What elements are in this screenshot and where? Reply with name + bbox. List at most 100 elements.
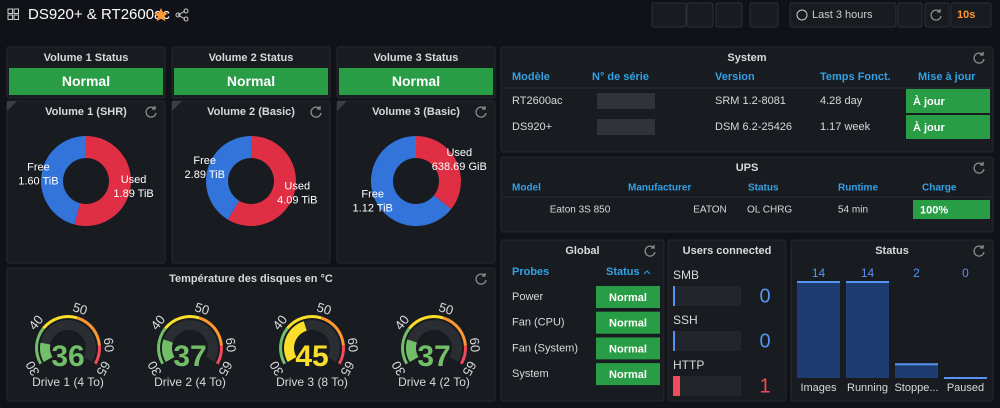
donut-slice [74,136,131,226]
dashboard-icon [13,14,19,20]
donut-slice [40,136,86,225]
user-type: SMB [673,268,699,282]
panel [790,239,994,402]
panel [500,239,665,402]
slice-name: Used [446,147,472,159]
refresh-icon[interactable] [475,106,487,118]
slice-label: 4.09 TiB [277,195,317,207]
slice-label: 638.69 GiB [432,161,487,173]
panel-title: Volume 3 (Basic) [372,106,460,118]
status-badge [596,311,660,334]
threshold-band [42,315,78,330]
gauge-track [406,320,462,362]
gauge-tick-label: 65 [459,359,479,379]
slice-label: 1.12 TiB [353,203,393,215]
bar-label: Stoppe... [894,382,938,394]
refresh-interval: 10s [957,9,975,21]
threshold-band [459,345,467,365]
cell: DSM 6.2-25426 [715,121,792,133]
threshold-band [215,345,223,365]
clock-icon [796,9,808,21]
status-badge [596,363,660,386]
toolbar-button[interactable] [749,2,779,28]
dashboard-icon [7,8,13,14]
gauge-tick-label: 30 [266,359,286,379]
panel [336,100,496,264]
bar-value [673,331,675,351]
gauge-tick-label: 60 [345,337,361,353]
gauge-tick-label: 50 [315,299,333,318]
cell: 1.17 week [820,121,871,133]
threshold-band [337,345,345,365]
star-icon[interactable] [154,8,168,22]
time-range-button[interactable] [789,2,897,28]
refresh-icon[interactable] [310,106,322,118]
cell: 4.28 day [820,95,863,107]
status-badge [174,68,328,95]
slice-name: Free [193,155,216,167]
bar-value-text: 14 [861,266,875,280]
column-header: Charge [922,183,957,194]
column-header: Version [715,71,755,83]
panel [500,156,994,233]
toolbar-button[interactable] [651,2,687,28]
refresh-icon[interactable] [973,245,985,257]
zoom-button[interactable] [897,2,923,28]
panel [6,100,166,264]
panel [171,100,331,264]
panel [667,239,787,402]
gauge-label: Drive 3 (8 To) [276,375,348,389]
status-bar [846,282,889,378]
column-header: Probes [512,266,549,278]
panel-title: Global [565,245,599,257]
donut-slice [227,136,297,226]
threshold-band [278,327,289,365]
threshold-band [320,316,345,346]
column-header: Manufacturer [628,183,691,194]
panel-title: Volume 2 (Basic) [207,106,295,118]
refresh-icon[interactable] [145,106,157,118]
threshold-band [408,315,444,330]
status-bar [797,282,840,378]
cell: Power [512,291,544,303]
threshold-band [286,315,322,330]
dashboard-icon [7,14,13,20]
refresh-icon[interactable] [475,273,487,285]
slice-label: 1.89 TiB [113,188,153,200]
slice-name: Free [27,162,50,174]
toolbar-button[interactable] [686,2,714,28]
gauge-tick-label: 30 [22,359,42,379]
refresh-icon[interactable] [973,162,985,174]
panel-title: Users connected [683,245,772,257]
panel-title: Température des disques en °C [169,273,333,285]
slice-name: Used [284,181,310,193]
refresh-interval-button[interactable] [950,2,992,28]
refresh-icon[interactable] [930,9,942,21]
gauge-value [284,321,307,362]
gauge-track [39,320,96,362]
bar-value-text: 14 [812,266,826,280]
cell: 54 min [838,205,868,216]
refresh-icon[interactable] [644,245,656,257]
user-count: 1 [759,375,770,397]
refresh-icon[interactable] [973,52,985,64]
gauge-tick-label: 60 [223,337,239,353]
refresh-button[interactable] [924,2,950,28]
status-text: Normal [609,343,647,355]
cell: EATON [693,205,727,216]
gauge-tick-label: 30 [144,359,164,379]
toolbar-button[interactable] [715,2,743,28]
status-badge [596,337,660,360]
panel [6,267,496,402]
threshold-band [76,316,101,346]
status-text: Normal [609,318,647,330]
gauge-label: Drive 1 (4 To) [32,375,104,389]
cell: SRM 1.2-8081 [715,95,786,107]
panel-title: Status [875,245,909,257]
column-header: Modèle [512,71,550,83]
status-text: Normal [62,73,110,89]
user-count: 0 [759,285,770,307]
panel-title: Volume 2 Status [209,52,294,64]
